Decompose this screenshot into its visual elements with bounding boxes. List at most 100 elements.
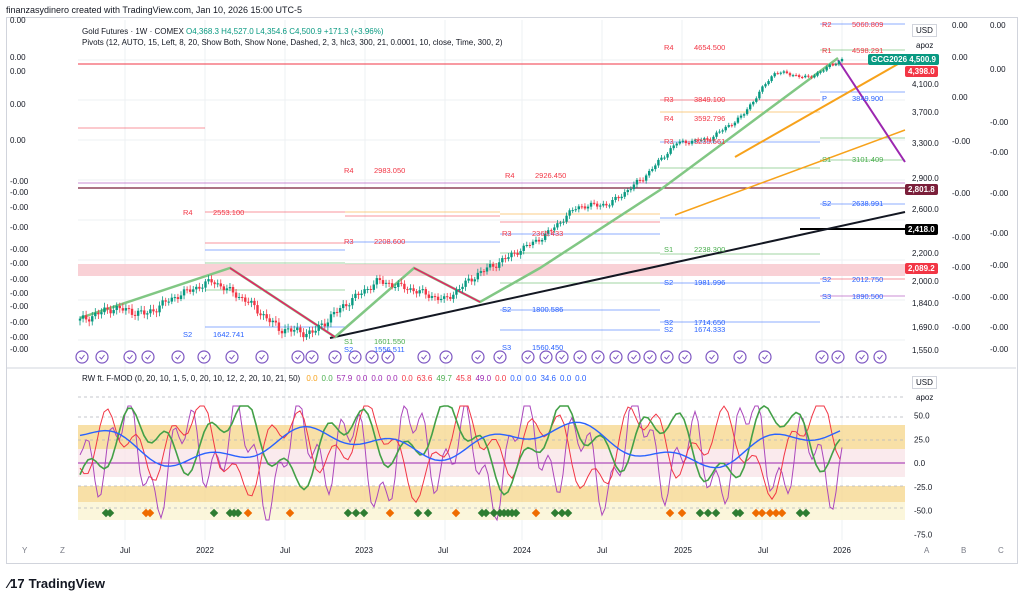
orange-channel-lower bbox=[674, 129, 906, 216]
event-marker-icon[interactable] bbox=[381, 350, 395, 364]
pivot-name-label: S2 bbox=[183, 330, 192, 339]
axis-corner-button[interactable]: Y bbox=[22, 546, 28, 555]
event-marker-icon[interactable] bbox=[141, 350, 155, 364]
event-marker-icon[interactable] bbox=[493, 350, 507, 364]
event-marker-icon[interactable] bbox=[305, 350, 319, 364]
event-marker-icon[interactable] bbox=[873, 350, 887, 364]
event-marker-icon[interactable] bbox=[643, 350, 657, 364]
event-marker-icon[interactable] bbox=[417, 350, 431, 364]
price-tag[interactable]: 2,801.8 bbox=[905, 184, 938, 195]
event-marker-icon[interactable] bbox=[539, 350, 553, 364]
event-marker-icon[interactable] bbox=[255, 350, 269, 364]
price-tag[interactable]: 2,089.2 bbox=[905, 263, 938, 274]
candle-body bbox=[599, 205, 602, 207]
event-marker-icon[interactable] bbox=[555, 350, 569, 364]
osc-currency-label[interactable]: USD bbox=[912, 376, 937, 389]
osc-signal-orange bbox=[677, 508, 687, 518]
left-axis-zero: 0.00 bbox=[10, 53, 26, 62]
event-marker-icon[interactable] bbox=[471, 350, 485, 364]
event-marker-icon[interactable] bbox=[705, 350, 719, 364]
event-marker-icon[interactable] bbox=[591, 350, 605, 364]
event-marker-icon[interactable] bbox=[609, 350, 623, 364]
axis-corner-button[interactable]: A bbox=[924, 546, 930, 555]
event-marker-icon[interactable] bbox=[733, 350, 747, 364]
event-marker-icon[interactable] bbox=[197, 350, 211, 364]
axis-corner-button[interactable]: B bbox=[961, 546, 966, 555]
pivot-name-label: R4 bbox=[183, 208, 193, 217]
pivot-value-label: 5060.809 bbox=[852, 20, 883, 29]
event-marker-icon[interactable] bbox=[855, 350, 869, 364]
event-marker-glyph bbox=[145, 354, 151, 360]
candle-body bbox=[164, 300, 167, 302]
candle-body bbox=[718, 131, 721, 133]
event-marker-icon[interactable] bbox=[123, 350, 137, 364]
candle-body bbox=[320, 323, 323, 325]
currency-label[interactable]: USD bbox=[912, 24, 937, 37]
event-marker-icon[interactable] bbox=[225, 350, 239, 364]
candle-body bbox=[222, 286, 226, 291]
indicator-legend[interactable]: RW ft. F-MOD (0, 20, 10, 1, 5, 0, 20, 10… bbox=[82, 374, 586, 383]
symbol-legend[interactable]: Gold Futures · 1W · COMEX O4,368.3 H4,52… bbox=[82, 27, 384, 36]
candle-body bbox=[736, 117, 740, 123]
osc-scale-mode-label[interactable]: apoz bbox=[916, 393, 934, 402]
event-marker-icon[interactable] bbox=[439, 350, 453, 364]
candle-body bbox=[296, 327, 299, 331]
candle-body bbox=[764, 84, 767, 87]
candle-body bbox=[804, 75, 807, 78]
candle-body bbox=[335, 311, 339, 313]
event-marker-icon[interactable] bbox=[573, 350, 587, 364]
osc-signal-green bbox=[413, 508, 423, 518]
candle-body bbox=[684, 140, 688, 144]
event-marker-icon[interactable] bbox=[831, 350, 845, 364]
tradingview-logo[interactable]: ⁄17 TradingView bbox=[8, 576, 105, 591]
pivot-value-label: 1674.333 bbox=[694, 325, 725, 334]
event-marker-icon[interactable] bbox=[348, 350, 362, 364]
candle-body bbox=[341, 304, 345, 309]
event-marker-icon[interactable] bbox=[328, 350, 342, 364]
candle-body bbox=[494, 266, 498, 268]
pivot-value-label: 1800.586 bbox=[532, 305, 563, 314]
event-marker-glyph bbox=[99, 354, 105, 360]
candle-body bbox=[277, 322, 281, 331]
axis-corner-button[interactable]: C bbox=[998, 546, 1004, 555]
candle-body bbox=[721, 130, 724, 132]
right-axis-value: 0.00 bbox=[952, 53, 968, 62]
pivot-name-label: S2 bbox=[502, 305, 511, 314]
candle-body bbox=[394, 287, 397, 289]
event-marker-icon[interactable] bbox=[660, 350, 674, 364]
candle-body bbox=[225, 288, 229, 291]
pivot-name-label: S2 bbox=[664, 318, 673, 327]
candle-body bbox=[709, 139, 712, 141]
price-tag[interactable]: 4,398.0 bbox=[905, 66, 938, 77]
event-marker-icon[interactable] bbox=[291, 350, 305, 364]
left-axis-zero: -0.00 bbox=[10, 318, 29, 327]
event-marker-glyph bbox=[369, 354, 375, 360]
pivot-value-label: 3849.900 bbox=[852, 94, 883, 103]
candle-body bbox=[773, 73, 776, 77]
event-marker-icon[interactable] bbox=[627, 350, 641, 364]
candle-body bbox=[825, 67, 828, 71]
osc-signal-green bbox=[343, 508, 353, 518]
event-marker-icon[interactable] bbox=[75, 350, 89, 364]
event-marker-icon[interactable] bbox=[365, 350, 379, 364]
axis-corner-button[interactable]: Z bbox=[60, 546, 65, 555]
candle-body bbox=[727, 125, 730, 127]
candle-body bbox=[433, 296, 437, 298]
event-marker-icon[interactable] bbox=[95, 350, 109, 364]
event-marker-icon[interactable] bbox=[171, 350, 185, 364]
price-tag[interactable]: GCG2026 4,500.9 bbox=[868, 54, 939, 65]
pivot-value-label: 4654.500 bbox=[694, 43, 725, 52]
left-axis-zero: -0.00 bbox=[10, 177, 29, 186]
candle-body bbox=[504, 258, 507, 260]
candle-body bbox=[167, 301, 170, 303]
pivots-legend[interactable]: Pivots (12, AUTO, 15, Left, 8, 20, Show … bbox=[82, 38, 503, 47]
event-marker-icon[interactable] bbox=[758, 350, 772, 364]
candle-body bbox=[543, 233, 547, 240]
scale-mode-label[interactable]: apoz bbox=[916, 41, 934, 50]
event-marker-icon[interactable] bbox=[678, 350, 692, 364]
candle-body bbox=[185, 289, 189, 291]
event-marker-icon[interactable] bbox=[815, 350, 829, 364]
event-marker-icon[interactable] bbox=[521, 350, 535, 364]
price-tag[interactable]: 2,418.0 bbox=[905, 224, 938, 235]
